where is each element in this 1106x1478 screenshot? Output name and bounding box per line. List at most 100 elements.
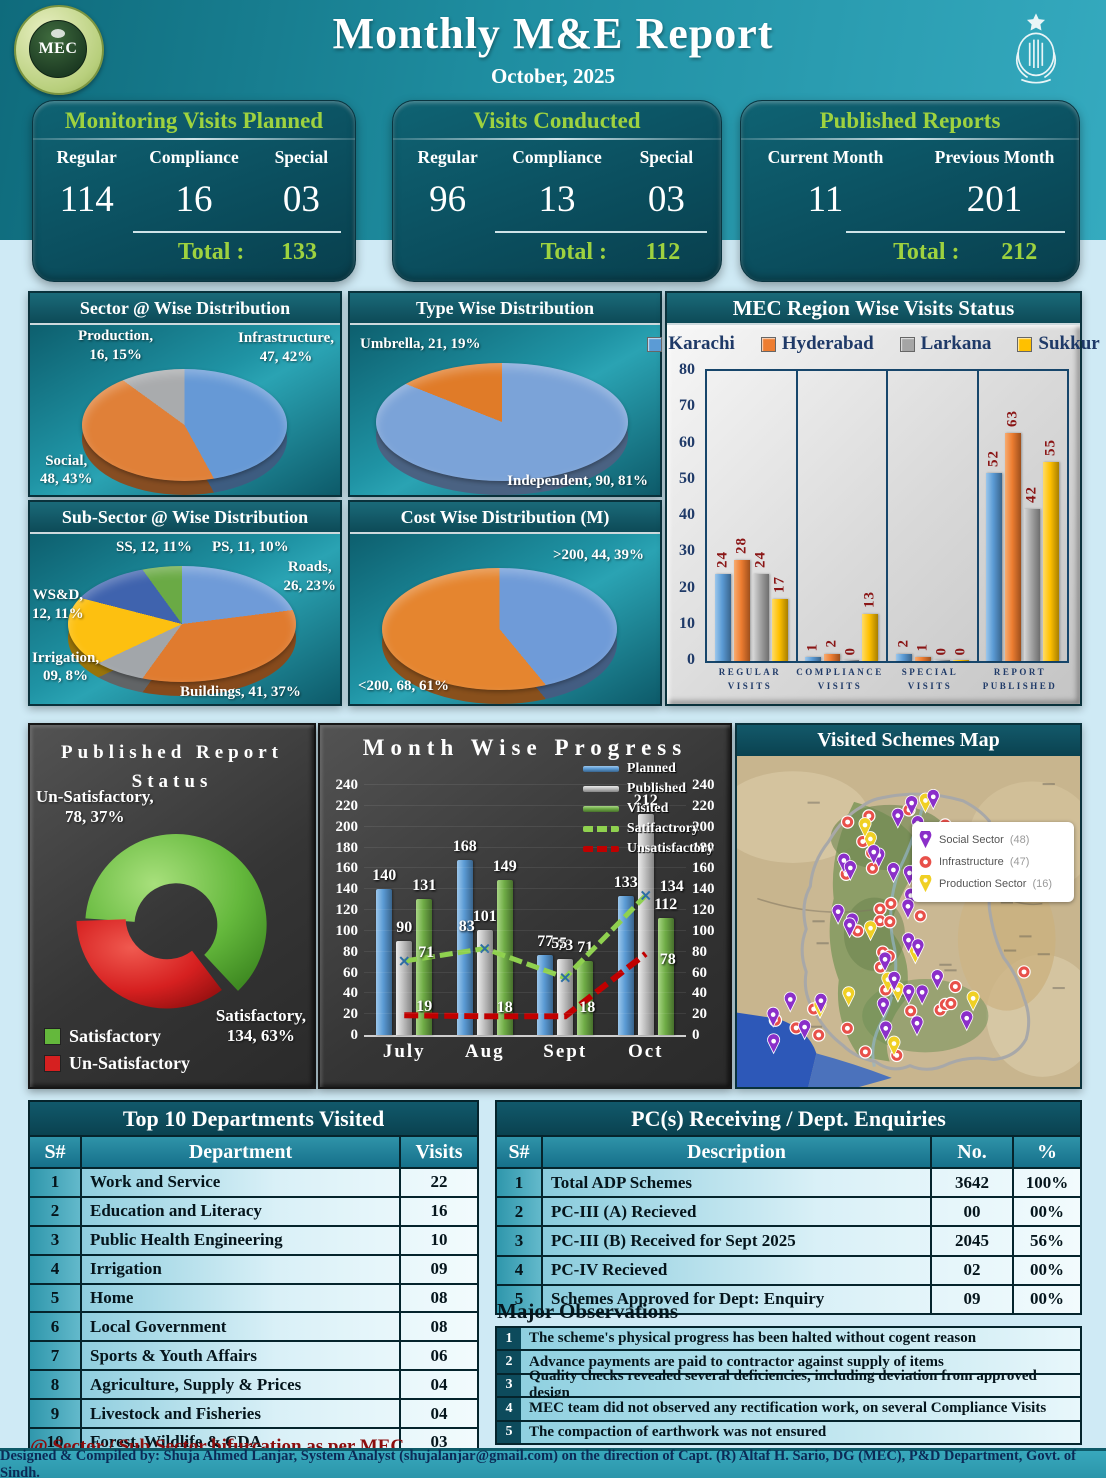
total-value: 133 (280, 239, 317, 265)
gridline (364, 909, 686, 910)
table-header-row: S# Description No.% (497, 1137, 1080, 1169)
map-canvas[interactable]: Social Sector (48) Infrastructure (47) Produ… (737, 756, 1080, 1087)
table-row: 5 Schemes Approved for Dept: Enquiry 09 00% (497, 1285, 1080, 1313)
table-cell: 7 (30, 1342, 82, 1370)
stat-label: Previous Month (934, 147, 1055, 167)
legend-label: Published (626, 781, 687, 796)
legend-count: (47) (1009, 856, 1030, 868)
legend-swatch (44, 1028, 61, 1045)
table-cell: 2 (30, 1197, 82, 1225)
observation-row: 2 Advance payments are paid to contractor… (497, 1351, 1080, 1375)
legend-item: Visited (582, 799, 714, 819)
gridline (364, 950, 686, 952)
legend-swatch (44, 1055, 61, 1072)
observation-number: 3 (497, 1374, 521, 1397)
sector-pin-icon (919, 875, 932, 893)
category-label: Oct (627, 1041, 664, 1062)
line-value-label: 83 (458, 917, 475, 935)
bar: 0 (843, 371, 860, 661)
bar-value-label: 0 (952, 646, 969, 656)
axis-tick-label: 40 (692, 985, 707, 1002)
total-label: Total : (893, 239, 960, 265)
axis-tick-label: 0 (350, 1027, 359, 1043)
table-cell: Education and Literacy (82, 1197, 401, 1225)
axis-tick-label: 70 (679, 397, 695, 415)
axis-tick-label: 80 (679, 361, 695, 378)
bar-group: 168 101 149 (445, 785, 526, 1035)
table-cell: 00% (1030, 1289, 1064, 1309)
visited-schemes-map-panel: Visited Schemes Map So (735, 723, 1082, 1089)
axis-tick-label: 60 (343, 964, 358, 981)
legend-item: Sukkur (1017, 333, 1100, 355)
panel-title: Published Report Status (61, 742, 283, 792)
bar-value-label: 101 (472, 907, 497, 925)
stat-value: 114 (59, 179, 114, 220)
bar-value-label: 90 (396, 919, 413, 937)
column-header: S# (497, 1137, 543, 1167)
gridline (364, 784, 686, 785)
sector-pie-chart (82, 369, 287, 495)
legend-item: Published (582, 779, 714, 799)
pie-label: Irrigation, 09, 8% (32, 649, 100, 685)
gridline (364, 971, 686, 973)
line-value-label: 78 (659, 950, 676, 968)
bar: 140 (372, 785, 396, 1035)
type-pie-chart (376, 363, 628, 495)
axis-tick-label: 50 (679, 469, 695, 487)
total-label: Total : (540, 239, 608, 265)
column-header: Department (82, 1137, 401, 1167)
table-row: 5 Home 08 (30, 1284, 477, 1314)
table-title: PC(s) Receiving / Dept. Enquiries (497, 1102, 1080, 1137)
table-cell: PC-III (A) Recieved (543, 1198, 932, 1226)
bar: 13 (862, 371, 879, 661)
sector-pin-icon (919, 831, 932, 849)
stat-label: Current Month (767, 147, 884, 167)
legend-item: Hyderabad (760, 333, 874, 355)
pie-label: PS, 11, 10% (212, 539, 289, 555)
card-published-reports: Published Reports Current Month 11 Previou… (740, 100, 1080, 282)
bar-value-label: 1 (804, 642, 821, 652)
panel-title: Visited Schemes Map (737, 725, 1080, 756)
sindh-emblem-icon (1015, 13, 1057, 84)
axis-tick-label: 140 (335, 881, 359, 898)
table-cell: 08 (430, 1316, 448, 1336)
table-cell: 4 (497, 1256, 543, 1284)
axis-tick-label: 180 (692, 839, 715, 856)
axis-tick-label: 200 (335, 818, 359, 835)
stat-label: Compliance (512, 147, 602, 167)
legend-label: Visited (626, 801, 669, 816)
bar: 63 (1005, 371, 1022, 661)
bar: 77 (537, 785, 554, 1035)
legend-swatch (582, 766, 619, 772)
table-cell: Local Government (82, 1313, 401, 1341)
legend-label: Planned (626, 761, 676, 776)
axis-tick-label: 100 (692, 922, 715, 939)
legend-count: (16) (1032, 878, 1052, 890)
pie-label: Independent, 90, 81% (507, 473, 648, 490)
table-cell: 09 (430, 1259, 448, 1279)
line-value-label: 18 (579, 999, 596, 1017)
stat-column: Regular 114 (33, 147, 140, 221)
table-row: 4 Irrigation 09 (30, 1255, 477, 1285)
observation-number: 5 (497, 1421, 521, 1443)
axis-tick-label: 100 (335, 922, 359, 939)
legend-swatch (899, 336, 915, 352)
table-cell: 00% (1030, 1260, 1064, 1280)
axis-tick-label: 220 (692, 797, 715, 814)
table-row: 9 Livestock and Fisheries 04 (30, 1400, 477, 1430)
bar: 101 (473, 785, 497, 1035)
stat-column: Previous Month 201 (910, 147, 1079, 221)
bar-value-label: 42 (1023, 485, 1040, 503)
observation-number: 4 (497, 1398, 521, 1420)
cost-distribution-panel: Cost Wise Distribution (M) >200, 44, 39%… (348, 500, 662, 706)
table-row: 2 Education and Literacy 16 (30, 1197, 477, 1227)
axis-tick-label: 0 (687, 651, 695, 668)
table-cell: 9 (30, 1400, 82, 1428)
type-distribution-panel: Type Wise Distribution Umbrella, 21, 19%… (348, 291, 662, 497)
table-cell: 09 (932, 1285, 1014, 1313)
table-cell: 5 (30, 1284, 82, 1312)
pie-label: Roads, 26, 23% (283, 559, 337, 594)
report-status-donut-chart (76, 834, 267, 1009)
bar-value-label: 1 (914, 642, 931, 652)
legend-swatch (582, 846, 619, 852)
